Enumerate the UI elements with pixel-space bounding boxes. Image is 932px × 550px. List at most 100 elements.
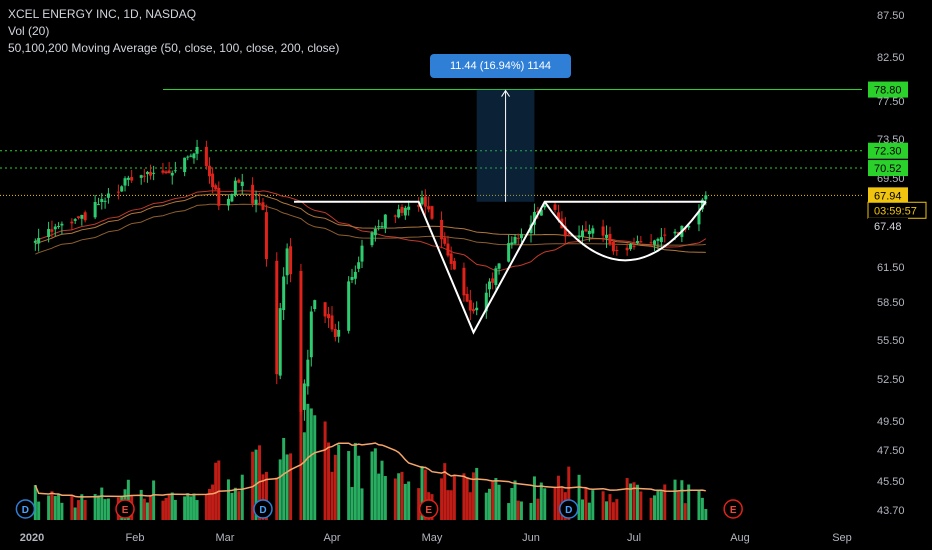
price-tag-bg-1 xyxy=(868,142,908,159)
earnings-marker-label-3: E xyxy=(425,505,432,516)
volume-bar-27 xyxy=(161,500,165,520)
candle-body-138 xyxy=(676,231,680,235)
volume-bar-11 xyxy=(83,499,87,520)
candle-body-52 xyxy=(275,260,279,375)
y-tick-label-10: 47.50 xyxy=(877,445,905,457)
volume-bar-124 xyxy=(608,494,612,520)
candle-body-106 xyxy=(519,233,523,239)
x-tick-label-3: Apr xyxy=(323,532,340,544)
cup-arc xyxy=(543,201,707,262)
volume-bar-111 xyxy=(543,488,547,520)
volume-indicator-label[interactable]: Vol (20) xyxy=(8,24,50,38)
volume-bar-25 xyxy=(149,495,153,520)
pattern-line xyxy=(294,200,706,335)
volume-bar-102 xyxy=(507,503,511,520)
volume-bar-37 xyxy=(204,494,208,520)
volume-bar-62 xyxy=(323,421,327,520)
volume-bar-79 xyxy=(400,471,404,520)
volume-bar-30 xyxy=(170,492,174,520)
volume-bar-65 xyxy=(333,454,337,520)
volume-bar-14 xyxy=(100,487,104,520)
volume-bar-74 xyxy=(377,473,381,520)
volume-bar-126 xyxy=(615,499,619,520)
candle-body-98 xyxy=(487,281,491,290)
candle-body-18 xyxy=(120,186,124,192)
candle-body-36 xyxy=(195,146,199,154)
volume-bar-46 xyxy=(240,474,244,520)
candle-body-21 xyxy=(130,177,134,181)
volume-bar-55 xyxy=(285,454,289,520)
horizontal-guide-lines xyxy=(0,89,862,196)
y-tick-label-0: 87.50 xyxy=(877,10,905,22)
volume-bar-53 xyxy=(278,459,282,520)
candle-body-60 xyxy=(309,311,313,358)
x-tick-label-5: Jun xyxy=(522,532,540,544)
candle-body-66 xyxy=(337,329,341,337)
candle-body-44 xyxy=(233,180,237,196)
candle-body-124 xyxy=(608,233,612,245)
candle-body-113 xyxy=(556,212,560,220)
candle-body-42 xyxy=(226,198,230,206)
candle-body-27 xyxy=(161,170,165,173)
measure-label: 11.44 (16.94%) 1144 xyxy=(430,54,571,78)
volume-bar-41 xyxy=(217,460,221,520)
x-tick-label-8: Sep xyxy=(832,532,852,544)
price-tag-label-5: 67.48 xyxy=(874,221,902,233)
volume-bar-32 xyxy=(183,496,187,520)
candle-body-28 xyxy=(164,171,168,174)
volume-bar-75 xyxy=(380,460,384,520)
candle-body-88 xyxy=(443,237,447,244)
volume-bar-105 xyxy=(516,500,520,520)
dividend-marker-2 xyxy=(253,499,273,519)
volume-bar-80 xyxy=(403,483,407,520)
volume-bar-97 xyxy=(484,492,488,520)
candle-body-115 xyxy=(563,226,567,237)
volume-bar-36 xyxy=(195,500,199,520)
candle-body-84 xyxy=(423,196,427,207)
x-tick-label-0: 2020 xyxy=(20,532,44,544)
volume-bar-116 xyxy=(567,466,571,520)
candle-body-12 xyxy=(93,202,97,218)
candle-body-54 xyxy=(282,276,286,311)
volume-bar-83 xyxy=(420,465,424,520)
volume-bar-81 xyxy=(407,481,411,520)
candle-body-102 xyxy=(507,243,511,262)
moving-average-indicator-label[interactable]: 50,100,200 Moving Average (50, close, 10… xyxy=(8,41,340,55)
candle-body-32 xyxy=(183,157,187,173)
candle-body-78 xyxy=(397,209,401,218)
candle-body-94 xyxy=(468,300,472,311)
candle-body-108 xyxy=(532,211,536,225)
volume-bar-6 xyxy=(60,502,64,520)
volume-bar-38 xyxy=(207,488,211,520)
volume-bar-67 xyxy=(347,451,351,520)
volume-bar-135 xyxy=(659,491,663,520)
candle-body-22 xyxy=(139,175,143,178)
symbol-title[interactable]: XCEL ENERGY INC, 1D, NASDAQ xyxy=(8,7,197,21)
candle-body-55 xyxy=(285,248,289,276)
volume-bar-8 xyxy=(73,507,77,520)
candle-body-132 xyxy=(649,242,653,244)
volume-bar-131 xyxy=(639,491,643,520)
volume-bar-39 xyxy=(211,484,215,520)
volume-bar-26 xyxy=(152,480,156,520)
volume-bar-110 xyxy=(539,482,543,520)
candle-body-83 xyxy=(420,197,424,205)
volume-bar-58 xyxy=(302,432,306,520)
volume-moving-average xyxy=(34,442,706,498)
volume-bar-118 xyxy=(581,499,584,520)
candle-body-142 xyxy=(697,211,701,225)
volume-bar-52 xyxy=(275,477,279,520)
time-axis[interactable]: 2020 Feb Mar Apr May Jun Jul Aug Sep xyxy=(20,532,852,544)
volume-bar-22 xyxy=(139,489,143,520)
volume-bar-100 xyxy=(494,478,498,520)
candle-body-50 xyxy=(261,202,265,210)
volume-bar-101 xyxy=(497,484,501,520)
y-tick-label-1: 82.50 xyxy=(877,52,905,64)
volume-bars xyxy=(33,394,708,520)
candle-body-17 xyxy=(116,191,120,193)
candle-body-13 xyxy=(96,204,100,206)
candle-body-1 xyxy=(37,237,41,244)
volume-bar-87 xyxy=(440,478,444,520)
